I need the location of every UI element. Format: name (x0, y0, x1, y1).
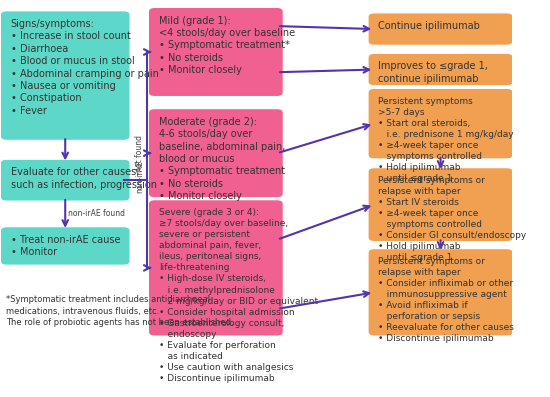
Text: Persistent symptoms
>5-7 days
• Start oral steroids,
   i.e. prednisone 1 mg/kg/: Persistent symptoms >5-7 days • Start or… (378, 96, 514, 183)
FancyBboxPatch shape (1, 227, 130, 265)
Text: Mild (grade 1):
<4 stools/day over baseline
• Symptomatic treatment*
• No steroi: Mild (grade 1): <4 stools/day over basel… (158, 15, 295, 75)
Text: • Treat non-irAE cause
• Monitor: • Treat non-irAE cause • Monitor (10, 235, 120, 257)
Text: Severe (grade 3 or 4):
≥7 stools/day over baseline,
severe or persistent
abdomin: Severe (grade 3 or 4): ≥7 stools/day ove… (158, 208, 318, 384)
FancyBboxPatch shape (1, 11, 130, 141)
FancyBboxPatch shape (1, 159, 130, 201)
FancyBboxPatch shape (368, 168, 513, 241)
Text: Moderate (grade 2):
4-6 stools/day over
baseline, abdominal pain,
blood or mucus: Moderate (grade 2): 4-6 stools/day over … (158, 117, 285, 201)
FancyBboxPatch shape (148, 200, 283, 336)
FancyBboxPatch shape (148, 8, 283, 96)
FancyBboxPatch shape (368, 89, 513, 159)
FancyBboxPatch shape (368, 53, 513, 86)
FancyBboxPatch shape (368, 13, 513, 45)
Text: Evaluate for other causes,
such as infection, progression: Evaluate for other causes, such as infec… (10, 168, 157, 190)
Text: not found: not found (135, 135, 144, 172)
FancyBboxPatch shape (148, 109, 283, 198)
Text: non-irAE: non-irAE (135, 160, 144, 193)
Text: non-irAE found: non-irAE found (68, 209, 125, 218)
FancyBboxPatch shape (368, 249, 513, 336)
Text: *Symptomatic treatment includes antidiarrhoeal
medications, intravenous fluids, : *Symptomatic treatment includes antidiar… (7, 295, 234, 328)
Text: Improves to ≤grade 1,
continue ipilimumab: Improves to ≤grade 1, continue ipilimuma… (378, 62, 488, 84)
Text: Continue ipilimumab: Continue ipilimumab (378, 21, 480, 31)
Text: Signs/symptoms:
• Increase in stool count
• Diarrhoea
• Blood or mucus in stool
: Signs/symptoms: • Increase in stool coun… (10, 19, 158, 116)
Text: Persistent symptoms or
relapse with taper
• Start IV steroids
• ≥4-week taper on: Persistent symptoms or relapse with tape… (378, 176, 526, 262)
Text: Persistent symptoms or
relapse with taper
• Consider infliximab or other
   immu: Persistent symptoms or relapse with tape… (378, 257, 514, 343)
